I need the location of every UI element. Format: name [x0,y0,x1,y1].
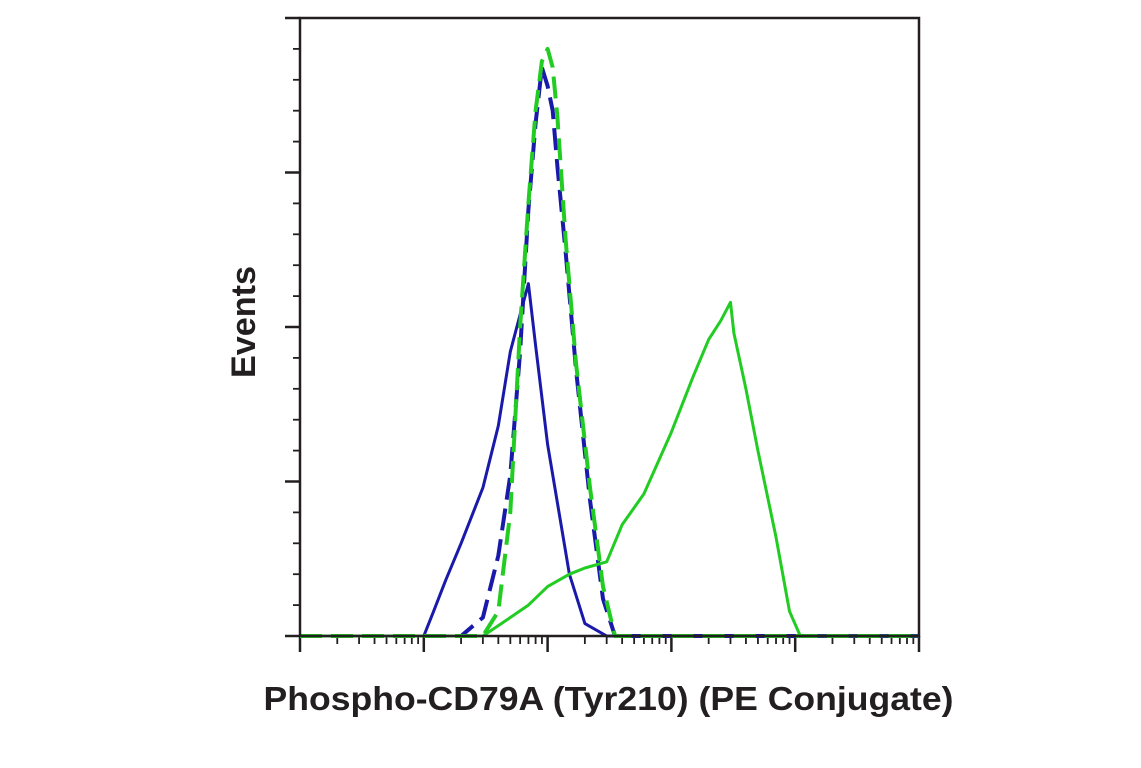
series-layer [300,46,919,638]
dashed-series-line-2 [300,65,919,638]
solid-series-line-1 [300,282,919,638]
dashed-series-line-3 [300,46,919,638]
axis-ticks [285,16,921,652]
y-axis-title: Events [225,266,263,378]
plot-frame [298,16,921,638]
x-axis-title: Phospho-CD79A (Tyr210) (PE Conjugate) [264,680,954,717]
solid-series-line-4 [300,300,919,638]
